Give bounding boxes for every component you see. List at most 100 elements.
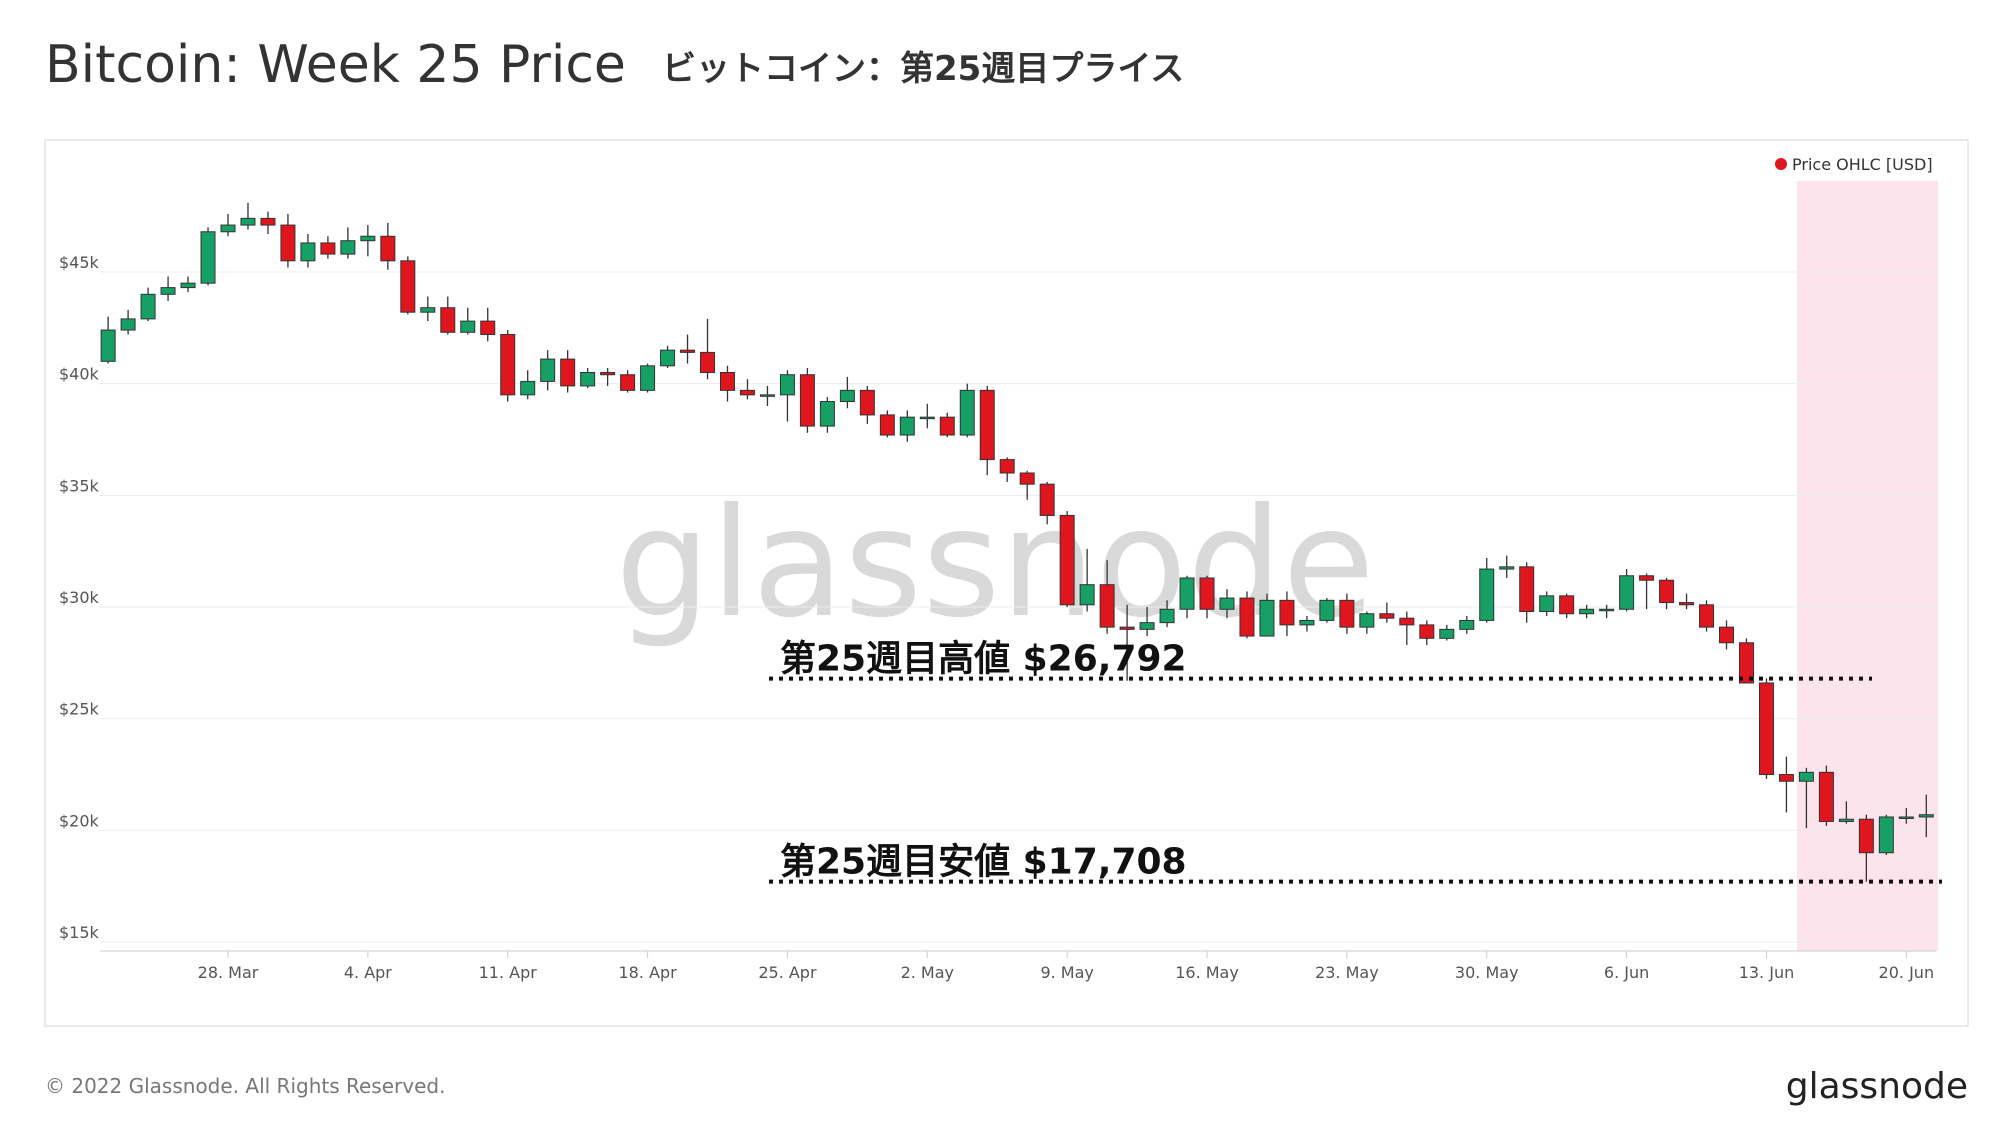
candle-body (180, 282, 196, 289)
x-tick-label: 13. Jun (1739, 963, 1795, 982)
candle-body (1639, 575, 1655, 581)
candle-body (1559, 595, 1575, 615)
candle-body (1699, 604, 1715, 628)
candle-body (1918, 814, 1934, 818)
candle-body (1199, 577, 1215, 610)
y-tick-label: $35k (59, 476, 100, 495)
candle-body (1898, 816, 1914, 819)
y-tick-label: $15k (59, 923, 100, 942)
candle-body (919, 416, 935, 420)
candle-body (759, 394, 775, 397)
candle-body (1619, 575, 1635, 610)
candle-body (540, 358, 556, 382)
candle-body (360, 235, 376, 242)
x-tick-label: 2. May (901, 963, 954, 982)
x-tick-label: 20. Jun (1879, 963, 1935, 982)
candle-body (500, 334, 516, 396)
candle-body (220, 224, 236, 233)
candle-body (839, 389, 855, 403)
candle-body (1039, 483, 1055, 516)
candle-body (440, 307, 456, 333)
candle-body (600, 371, 616, 376)
candle-body (1499, 566, 1515, 570)
legend-marker (1775, 158, 1787, 170)
candle-body (1319, 599, 1335, 621)
x-tick-label: 6. Jun (1604, 963, 1649, 982)
x-tick-label: 11. Apr (479, 963, 538, 982)
candle-body (939, 416, 955, 436)
subtitle: ビットコイン：第25週目プライス (662, 49, 1184, 89)
y-tick-label: $30k (59, 588, 100, 607)
candle-body (1119, 626, 1135, 630)
candle-body (879, 414, 895, 436)
x-tick-label: 28. Mar (198, 963, 259, 982)
candle-body (420, 307, 436, 313)
candle-body (1858, 818, 1874, 854)
y-tick-label: $45k (59, 253, 100, 272)
candle-body (520, 380, 536, 396)
candle-body (1339, 599, 1355, 628)
candle-body (1798, 771, 1814, 782)
candle-body (1259, 599, 1275, 637)
candle-body (1579, 608, 1595, 615)
y-tick-label: $20k (59, 811, 100, 830)
candle-body (999, 459, 1015, 474)
candle-body (580, 371, 596, 387)
candle-body (1399, 617, 1415, 626)
candle-body (979, 389, 995, 461)
candle-body (1719, 626, 1734, 644)
candle-body (1139, 622, 1155, 630)
y-tick-label: $25k (59, 700, 100, 719)
candle-body (1818, 771, 1834, 822)
candle-body (720, 371, 735, 391)
candle-body (460, 320, 476, 333)
candle-body (899, 416, 915, 436)
candle-body (1459, 619, 1475, 630)
chart-frame (44, 139, 1969, 1027)
candle-body (100, 329, 116, 362)
candle-body (660, 349, 676, 367)
candle-body (1659, 579, 1675, 604)
candle-body (1099, 584, 1115, 628)
candle-body (1379, 613, 1395, 619)
candle-body (1359, 613, 1375, 628)
candle-body (400, 260, 416, 313)
x-tick-label: 16. May (1175, 963, 1239, 982)
candle-body (1179, 577, 1195, 610)
candle-body (1219, 597, 1235, 610)
candle-body (1738, 642, 1754, 684)
candle-body (160, 287, 176, 295)
x-tick-label: 25. Apr (758, 963, 817, 982)
x-tick-label: 9. May (1040, 963, 1093, 982)
candle-body (1279, 599, 1295, 626)
candle-body (120, 318, 136, 331)
annotation-label: 第25週目高値 $26,792 (780, 639, 1187, 680)
candle-body (959, 389, 975, 436)
candle-body (1159, 608, 1175, 624)
candle-body (1519, 566, 1535, 612)
annotation-label: 第25週目安値 $17,708 (780, 842, 1187, 883)
candle-body (620, 374, 636, 391)
candle-body (1299, 619, 1315, 626)
candle-body (1679, 602, 1695, 606)
candle-body (340, 240, 356, 255)
candle-body (819, 401, 835, 427)
candle-body (1479, 568, 1495, 621)
candle-body (1838, 818, 1854, 822)
candle-body (480, 320, 496, 336)
candle-body (320, 242, 336, 255)
logo: glassnode (1786, 1066, 1968, 1107)
candle-body (380, 235, 396, 262)
candle-body (1079, 584, 1095, 606)
candle-body (200, 231, 216, 284)
candle-body (680, 349, 696, 353)
candle-body (1539, 595, 1555, 612)
candle-body (260, 217, 276, 226)
y-tick-label: $40k (59, 365, 100, 384)
candle-body (1059, 514, 1075, 606)
candle-body (779, 374, 795, 396)
candle-body (739, 389, 755, 396)
footer: © 2022 Glassnode. All Rights Reserved. (45, 1074, 445, 1098)
candle-body (1439, 628, 1455, 639)
